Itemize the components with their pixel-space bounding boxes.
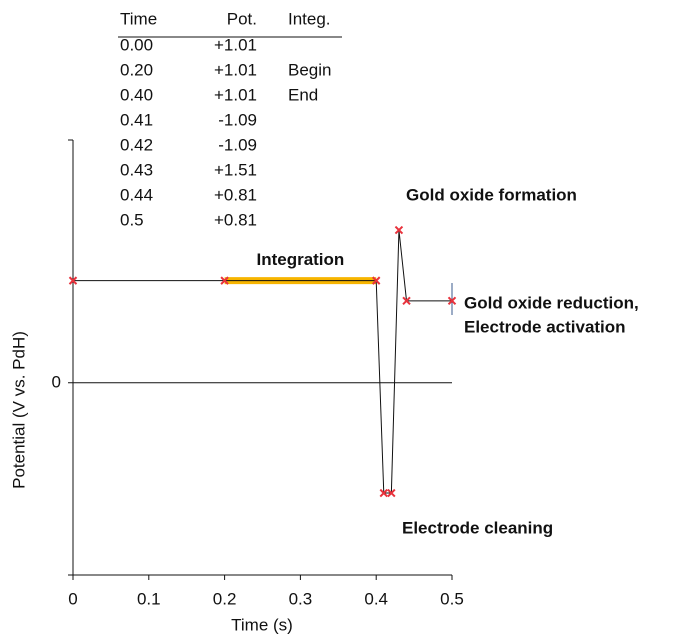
- line: [73, 229, 452, 494]
- annotation: Gold oxide formation: [406, 185, 577, 204]
- marker: [447, 296, 457, 306]
- table-header: Integ.: [288, 9, 331, 28]
- x-tick-label: 0.4: [364, 589, 388, 608]
- table-cell: +1.01: [214, 60, 257, 79]
- x-tick-label: 0.2: [213, 589, 237, 608]
- x-tick-label: 0.1: [137, 589, 161, 608]
- table-cell: +0.81: [214, 185, 257, 204]
- table-cell: +0.81: [214, 210, 257, 229]
- marker: [387, 488, 396, 498]
- marker: [402, 296, 411, 306]
- table-cell: 0.44: [120, 185, 153, 204]
- table-cell: -1.09: [218, 135, 257, 154]
- marker: [220, 276, 229, 285]
- marker: [371, 276, 381, 285]
- table-header: Time: [120, 9, 157, 28]
- table-header: Pot.: [227, 9, 257, 28]
- table-cell: 0.20: [120, 60, 153, 79]
- table-cell: 0.00: [120, 35, 153, 54]
- marker: [394, 225, 404, 235]
- y-axis-label: Potential (V vs. PdH): [9, 331, 28, 489]
- marker: [379, 488, 388, 498]
- table-cell: 0.43: [120, 160, 153, 179]
- x-tick-label: 0.5: [440, 589, 464, 608]
- table-cell: 0.42: [120, 135, 153, 154]
- table-cell: End: [288, 85, 318, 104]
- annotation: Electrode cleaning: [402, 518, 553, 537]
- x-axis-label: Time (s): [231, 615, 293, 634]
- x-tick-label: 0.3: [289, 589, 313, 608]
- table-cell: +1.01: [214, 35, 257, 54]
- x-tick-label: 0: [68, 589, 77, 608]
- annotation: Electrode activation: [464, 317, 626, 336]
- table-cell: +1.01: [214, 85, 257, 104]
- y-tick-label: 0: [52, 372, 61, 391]
- table-cell: +1.51: [214, 160, 257, 179]
- table-cell: 0.41: [120, 110, 153, 129]
- highlight-label: Integration: [256, 250, 344, 269]
- annotation: Gold oxide reduction,: [464, 293, 639, 312]
- marker: [68, 276, 78, 285]
- table-cell: 0.5: [120, 210, 144, 229]
- table-cell: Begin: [288, 60, 331, 79]
- table-cell: -1.09: [218, 110, 257, 129]
- table-cell: 0.40: [120, 85, 153, 104]
